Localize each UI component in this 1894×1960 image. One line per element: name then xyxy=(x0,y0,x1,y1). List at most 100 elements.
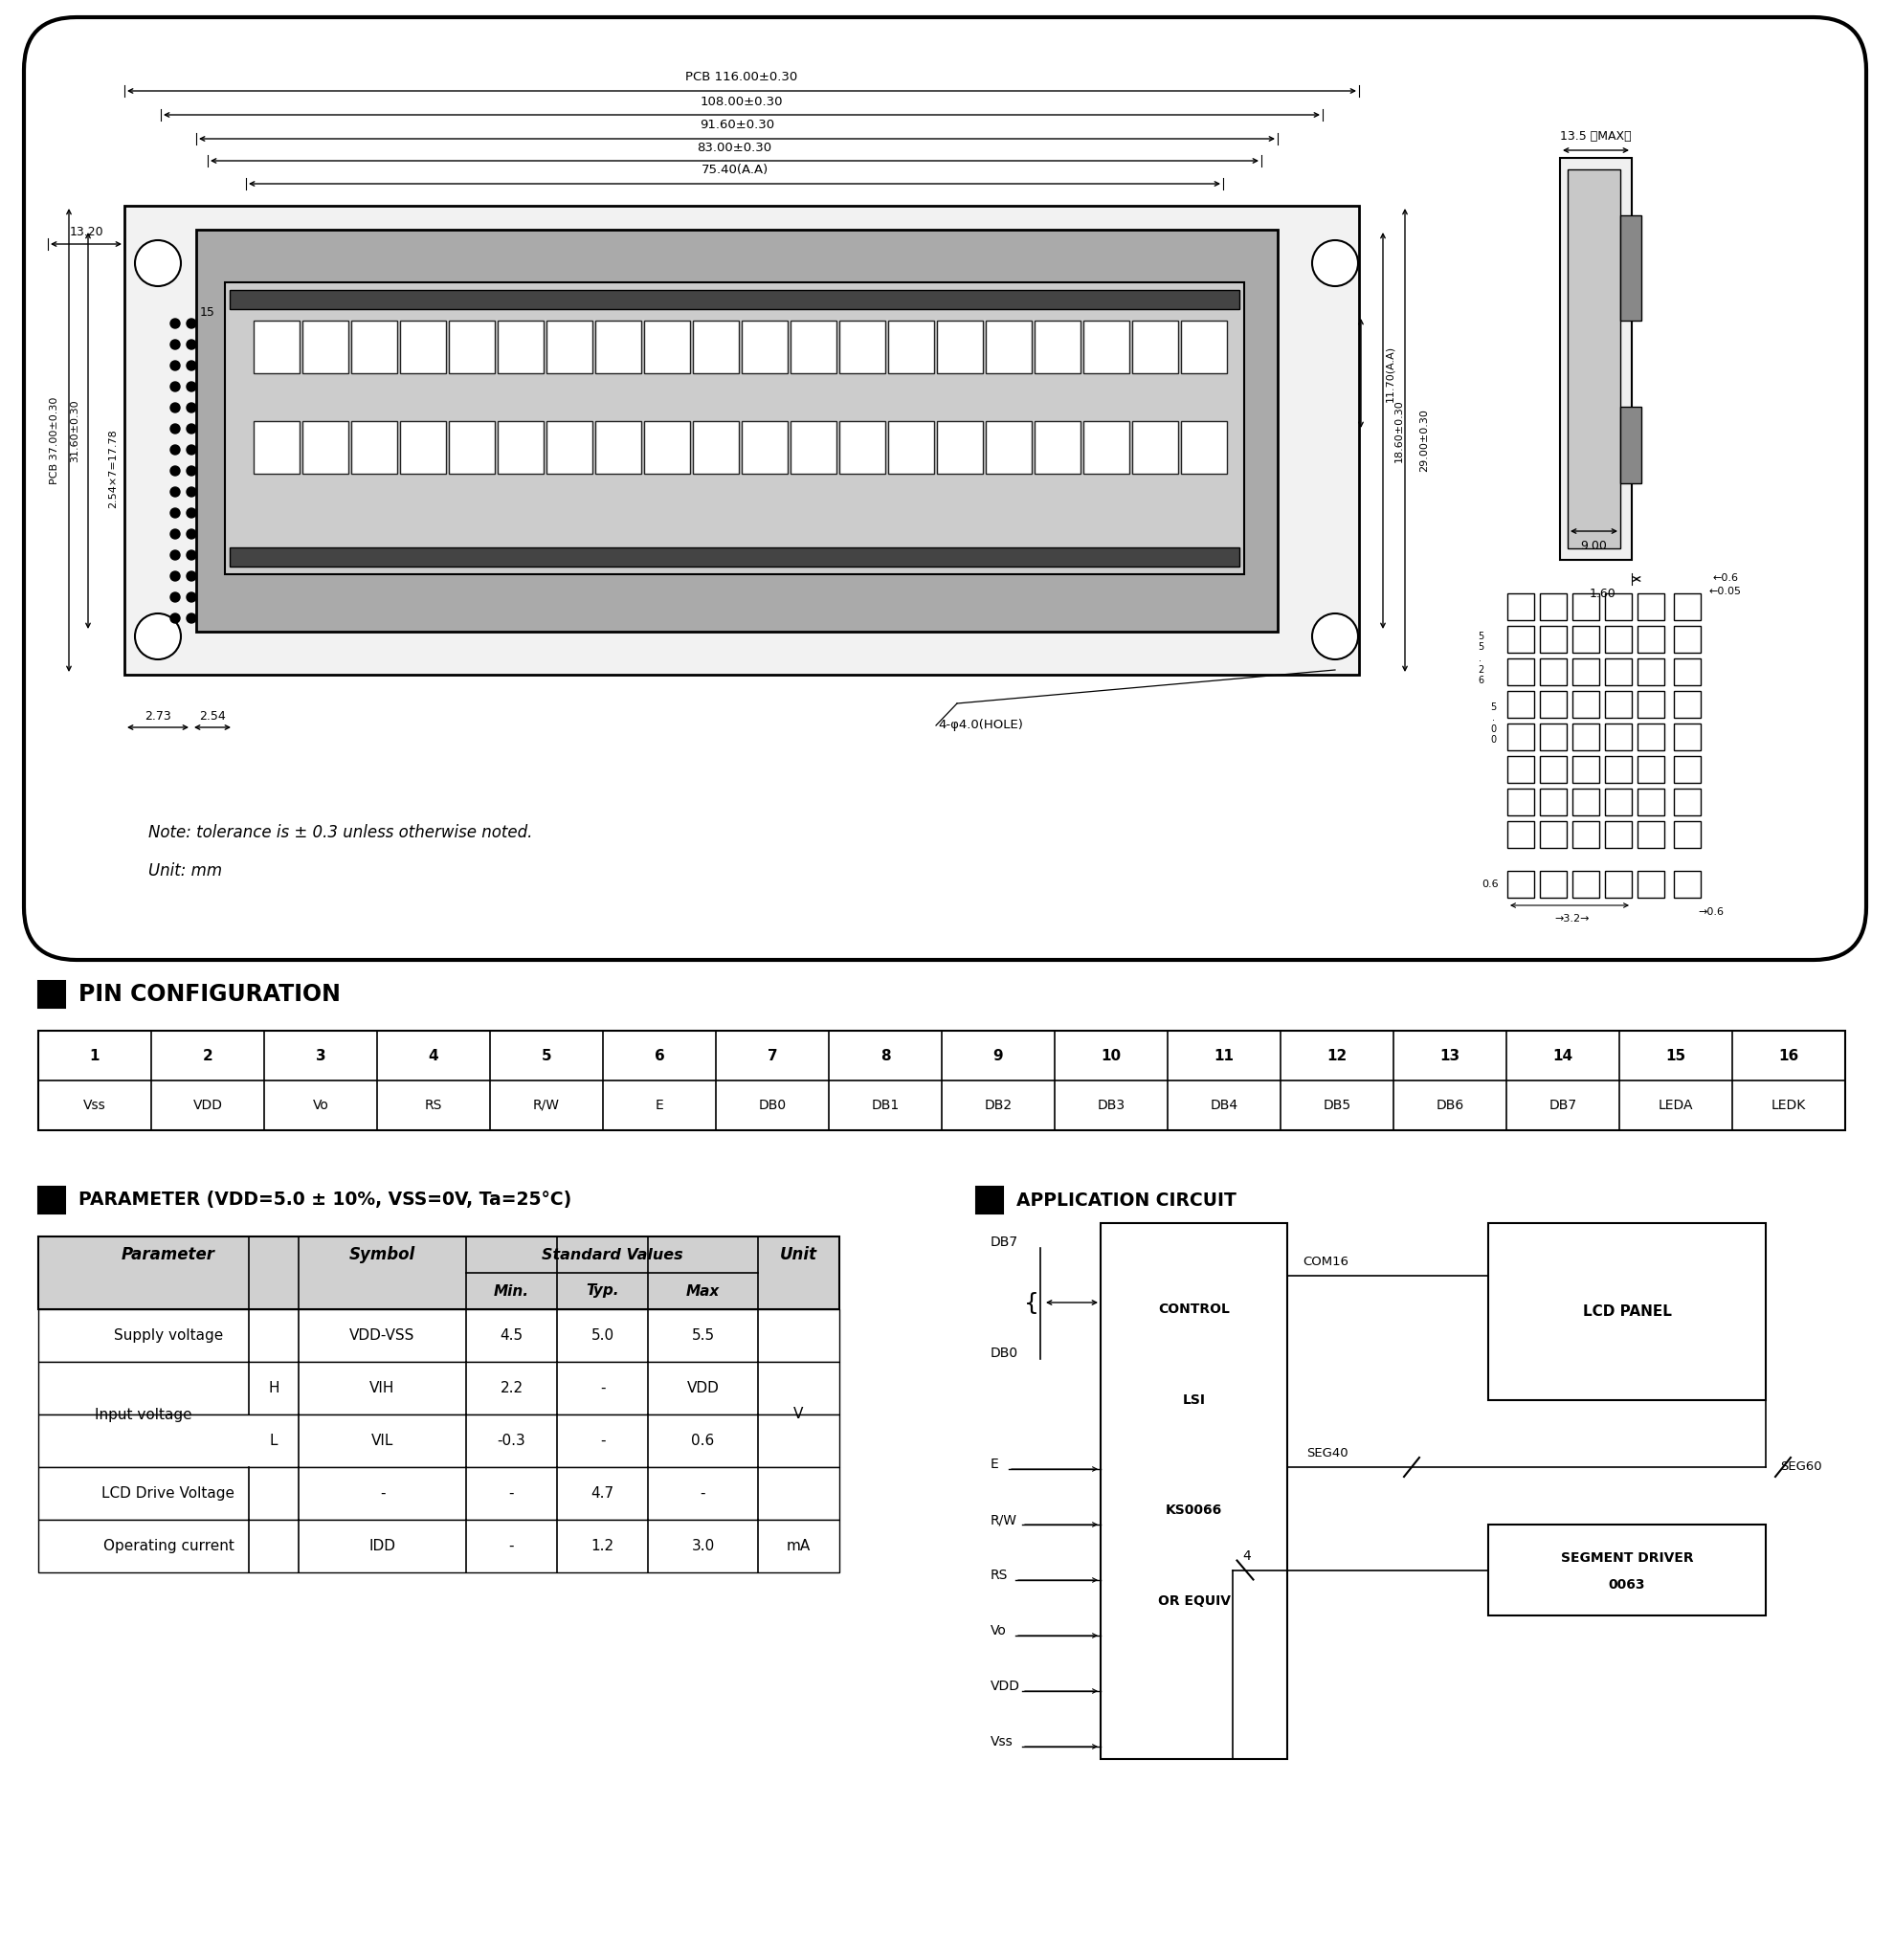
Bar xyxy=(1604,870,1633,898)
Bar xyxy=(1604,692,1633,717)
Text: R/W: R/W xyxy=(532,1100,561,1111)
Text: 13: 13 xyxy=(1439,1049,1460,1062)
Text: H: H xyxy=(269,1382,278,1396)
Circle shape xyxy=(170,423,180,433)
Text: 12: 12 xyxy=(1328,1049,1347,1062)
Circle shape xyxy=(170,382,180,392)
Text: 4: 4 xyxy=(1242,1550,1250,1564)
Bar xyxy=(400,421,445,474)
Bar xyxy=(1572,723,1599,751)
Bar xyxy=(38,1237,839,1309)
Bar xyxy=(1638,870,1665,898)
Bar xyxy=(197,229,1278,631)
Text: KS0066: KS0066 xyxy=(1165,1503,1222,1517)
Bar xyxy=(1638,625,1665,653)
Bar xyxy=(1489,1525,1765,1615)
Text: 16: 16 xyxy=(1778,1049,1799,1062)
Bar xyxy=(790,321,837,372)
Text: Unit: Unit xyxy=(780,1247,818,1264)
Bar xyxy=(693,321,739,372)
Text: 5.0: 5.0 xyxy=(591,1329,614,1343)
Text: DB7: DB7 xyxy=(1549,1100,1578,1111)
Bar xyxy=(303,421,348,474)
Text: -0.3: -0.3 xyxy=(498,1433,527,1448)
Circle shape xyxy=(188,529,197,539)
Text: CONTROL: CONTROL xyxy=(1157,1303,1229,1315)
Bar xyxy=(1674,659,1701,686)
Text: VDD-VSS: VDD-VSS xyxy=(350,1329,415,1343)
Bar xyxy=(1540,659,1566,686)
Bar xyxy=(1619,216,1642,321)
Circle shape xyxy=(170,551,180,561)
Bar xyxy=(1572,594,1599,619)
Text: 15: 15 xyxy=(201,306,216,318)
Text: LSI: LSI xyxy=(1182,1394,1205,1407)
Text: Max: Max xyxy=(686,1284,720,1298)
Text: DB7: DB7 xyxy=(991,1235,1019,1249)
Bar xyxy=(1034,321,1080,372)
Bar xyxy=(938,421,983,474)
Text: PARAMETER (VDD=5.0 ± 10%, VSS=0V, Ta=25°C): PARAMETER (VDD=5.0 ± 10%, VSS=0V, Ta=25°… xyxy=(78,1192,572,1209)
Bar xyxy=(449,321,494,372)
Bar xyxy=(38,1362,839,1415)
Bar xyxy=(693,421,739,474)
Bar xyxy=(888,421,934,474)
Bar xyxy=(1508,594,1534,619)
Bar xyxy=(547,421,593,474)
Text: -: - xyxy=(509,1486,513,1501)
Circle shape xyxy=(170,339,180,349)
Text: 4-φ4.0(HOLE): 4-φ4.0(HOLE) xyxy=(938,719,1023,731)
Circle shape xyxy=(188,423,197,433)
Circle shape xyxy=(188,339,197,349)
Bar xyxy=(1604,821,1633,849)
Text: 0.6: 0.6 xyxy=(1481,880,1498,890)
Circle shape xyxy=(188,382,197,392)
Circle shape xyxy=(188,592,197,602)
Text: RS: RS xyxy=(991,1568,1008,1582)
Text: 2.73: 2.73 xyxy=(144,710,170,721)
Text: VIH: VIH xyxy=(369,1382,396,1396)
Text: 2.54×7=17.78: 2.54×7=17.78 xyxy=(108,429,117,508)
Bar xyxy=(1508,625,1534,653)
Text: 8: 8 xyxy=(881,1049,890,1062)
Text: 91.60±0.30: 91.60±0.30 xyxy=(699,120,775,131)
Text: Typ.: Typ. xyxy=(585,1284,619,1298)
Bar xyxy=(38,1309,839,1362)
Bar xyxy=(1508,723,1534,751)
Circle shape xyxy=(1313,241,1358,286)
Text: LEDA: LEDA xyxy=(1659,1100,1693,1111)
Bar xyxy=(38,980,64,1007)
Text: Parameter: Parameter xyxy=(121,1247,216,1264)
Text: DB3: DB3 xyxy=(1097,1100,1125,1111)
Bar xyxy=(38,1415,839,1468)
Bar xyxy=(1638,659,1665,686)
Bar xyxy=(449,421,494,474)
Bar xyxy=(1540,692,1566,717)
Text: RS: RS xyxy=(424,1100,443,1111)
Bar xyxy=(938,321,983,372)
Bar xyxy=(975,1186,1004,1213)
Bar xyxy=(644,421,689,474)
Text: Input voltage: Input voltage xyxy=(95,1407,191,1421)
Text: 10: 10 xyxy=(1100,1049,1121,1062)
Text: SEG60: SEG60 xyxy=(1780,1460,1822,1474)
Bar xyxy=(1561,159,1633,561)
Bar xyxy=(350,321,398,372)
Circle shape xyxy=(170,508,180,517)
Bar xyxy=(254,421,299,474)
Circle shape xyxy=(170,466,180,476)
Bar xyxy=(1604,625,1633,653)
Bar xyxy=(1572,757,1599,782)
Text: 13.5 〈MAX〉: 13.5 〈MAX〉 xyxy=(1559,131,1631,143)
Circle shape xyxy=(134,613,182,659)
Bar xyxy=(595,321,642,372)
Circle shape xyxy=(188,508,197,517)
Bar xyxy=(1619,408,1642,484)
Bar xyxy=(1508,692,1534,717)
Bar xyxy=(547,321,593,372)
Bar xyxy=(1674,692,1701,717)
Text: Vo: Vo xyxy=(313,1100,330,1111)
Bar xyxy=(1604,594,1633,619)
Text: 2: 2 xyxy=(203,1049,212,1062)
Text: 18.60±0.30: 18.60±0.30 xyxy=(1394,400,1403,463)
